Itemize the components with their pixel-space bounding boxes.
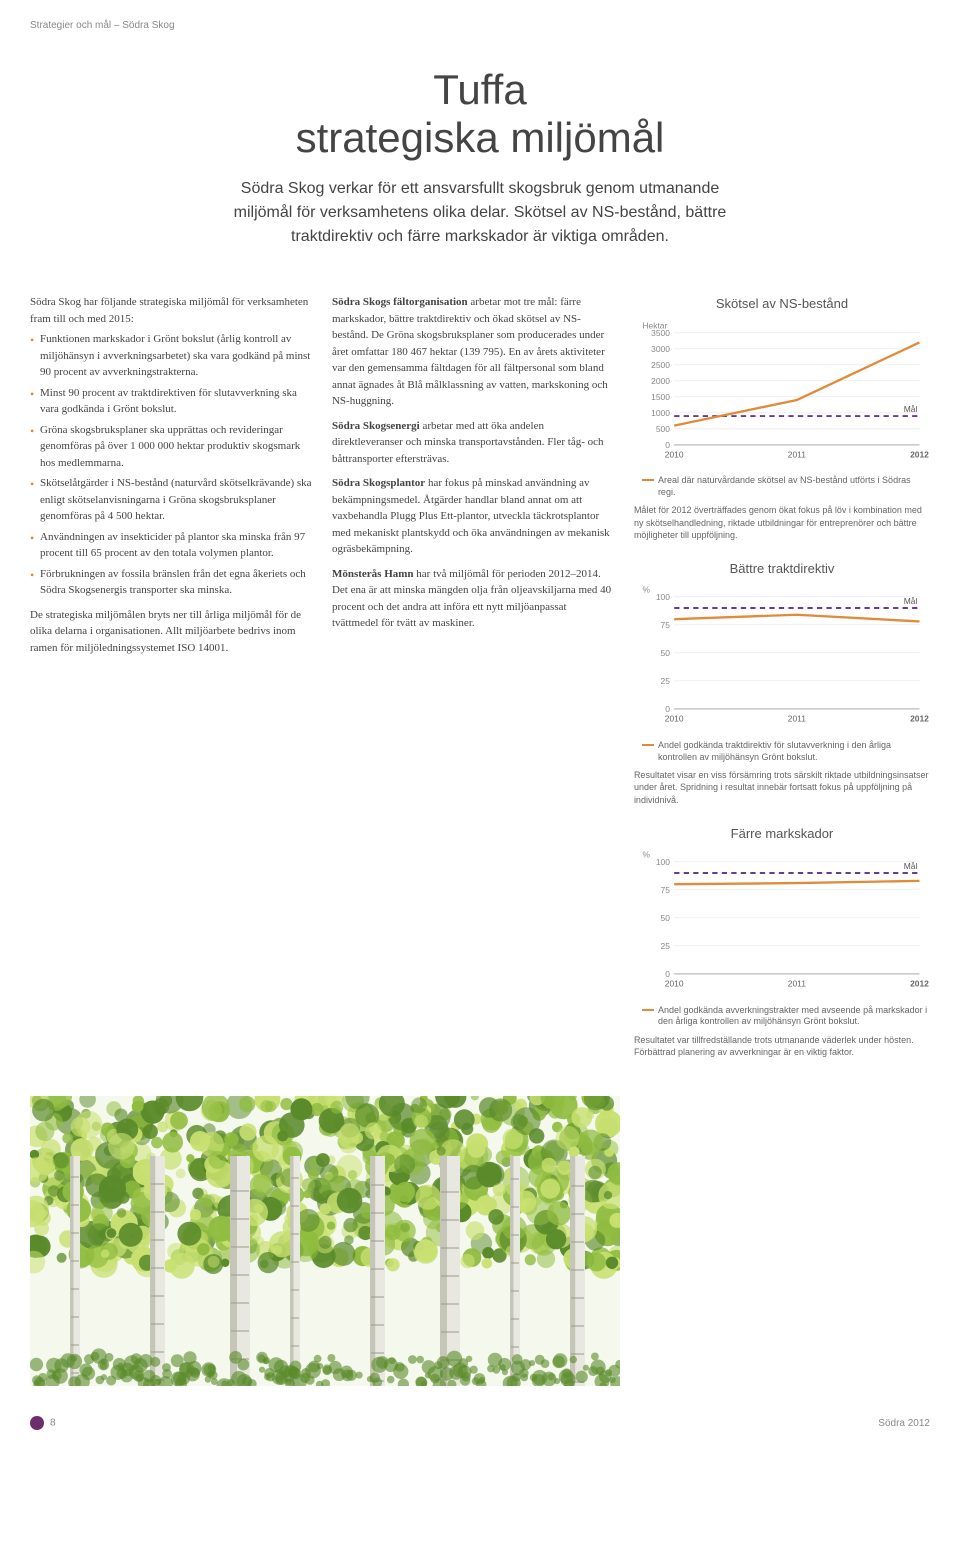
- chart1-legend: Areal där naturvårdande skötsel av NS-be…: [634, 475, 930, 498]
- title-line2: strategiska miljömål: [30, 114, 930, 162]
- svg-text:1500: 1500: [651, 392, 670, 402]
- svg-text:3500: 3500: [651, 327, 670, 337]
- bullet-item: Funktionen markskador i Grönt bokslut (å…: [30, 331, 312, 381]
- chart3-caption: Resultatet var tillfredställande trots u…: [634, 1034, 930, 1058]
- chart3-title: Färre markskador: [634, 824, 930, 844]
- forest-image: [30, 1096, 620, 1386]
- body-columns: Södra Skog har följande strategiska milj…: [30, 294, 930, 1076]
- chart1-title: Skötsel av NS-bestånd: [634, 294, 930, 314]
- svg-text:2010: 2010: [665, 714, 684, 724]
- svg-text:2011: 2011: [788, 714, 806, 724]
- svg-text:Mål: Mål: [904, 596, 918, 606]
- svg-text:1000: 1000: [651, 408, 670, 418]
- svg-text:50: 50: [660, 913, 670, 923]
- bullet-item: Skötselåtgärder i NS-bestånd (naturvård …: [30, 475, 312, 525]
- svg-text:2012: 2012: [910, 714, 929, 724]
- p2-head: Södra Skogsenergi: [332, 420, 420, 432]
- svg-text:Mål: Mål: [904, 861, 918, 871]
- col1-lead: Södra Skog har följande strategiska milj…: [30, 294, 312, 327]
- svg-text:%: %: [642, 850, 650, 860]
- svg-text:100: 100: [656, 592, 670, 602]
- chart2-legend: Andel godkända traktdirektiv för slutavv…: [634, 740, 930, 763]
- svg-text:0: 0: [665, 704, 670, 714]
- svg-text:%: %: [642, 585, 650, 595]
- p1-head: Södra Skogs fältorganisation: [332, 296, 468, 308]
- svg-text:2500: 2500: [651, 359, 670, 369]
- page-number-text: 8: [50, 1418, 56, 1429]
- svg-text:Mål: Mål: [904, 403, 918, 413]
- svg-text:0: 0: [665, 440, 670, 450]
- svg-text:50: 50: [660, 648, 670, 658]
- svg-text:2000: 2000: [651, 376, 670, 386]
- main-title: Tuffa strategiska miljömål: [30, 66, 930, 162]
- svg-text:2010: 2010: [665, 979, 684, 989]
- svg-text:2012: 2012: [910, 979, 929, 989]
- col1-bullets: Funktionen markskador i Grönt bokslut (å…: [30, 331, 312, 599]
- chart1-svg: Hektar0500100015002000250030003500201020…: [634, 318, 930, 466]
- svg-text:100: 100: [656, 857, 670, 867]
- chart3-legend: Andel godkända avverkningstrakter med av…: [634, 1005, 930, 1028]
- column-middle: Södra Skogs fältorganisation arbetar mot…: [332, 294, 614, 1076]
- chart1-box: Skötsel av NS-bestånd Hektar050010001500…: [634, 294, 930, 541]
- page-footer: 8 Södra 2012: [30, 1416, 930, 1430]
- col1-after: De strategiska miljömålen bryts ner till…: [30, 607, 312, 657]
- svg-text:25: 25: [660, 941, 670, 951]
- svg-text:75: 75: [660, 620, 670, 630]
- page-number: 8: [30, 1416, 56, 1430]
- bullet-item: Användningen av insekticider på plantor …: [30, 529, 312, 562]
- column-right: Skötsel av NS-bestånd Hektar050010001500…: [634, 294, 930, 1076]
- chart2-box: Bättre traktdirektiv % 0 25 50 75 100 2010 2011…: [634, 559, 930, 806]
- intro-text: Södra Skog verkar för ett ansvarsfullt s…: [210, 177, 750, 249]
- page-dot-icon: [30, 1416, 44, 1430]
- svg-text:500: 500: [656, 424, 670, 434]
- page-header: Strategier och mål – Södra Skog: [30, 20, 930, 31]
- svg-text:25: 25: [660, 676, 670, 686]
- bullet-item: Förbrukningen av fossila bränslen från d…: [30, 566, 312, 599]
- chart2-svg: % 0 25 50 75 100 2010 2011 2012 Mål: [634, 582, 930, 730]
- col2-p4: Mönsterås Hamn har två miljömål för peri…: [332, 566, 614, 632]
- col2-p2: Södra Skogsenergi arbetar med att öka an…: [332, 418, 614, 468]
- title-line1: Tuffa: [433, 66, 526, 113]
- chart2-title: Bättre traktdirektiv: [634, 559, 930, 579]
- chart3-box: Färre markskador % 0 25 50 75 100 2010 2011 2012…: [634, 824, 930, 1059]
- svg-text:2011: 2011: [788, 449, 806, 459]
- chart2-caption: Resultatet visar en viss försämring trot…: [634, 769, 930, 805]
- svg-text:2011: 2011: [788, 979, 806, 989]
- svg-text:75: 75: [660, 885, 670, 895]
- footer-right: Södra 2012: [878, 1418, 930, 1429]
- chart3-svg: % 0 25 50 75 100 2010 2011 2012 Mål: [634, 847, 930, 995]
- svg-text:2012: 2012: [910, 449, 929, 459]
- p3-head: Södra Skogsplantor: [332, 477, 425, 489]
- p4-head: Mönsterås Hamn: [332, 568, 414, 580]
- column-left: Södra Skog har följande strategiska milj…: [30, 294, 312, 1076]
- bullet-item: Minst 90 procent av traktdirektiven för …: [30, 385, 312, 418]
- svg-text:2010: 2010: [665, 449, 684, 459]
- p1-body: arbetar mot tre mål: färre markskador, b…: [332, 296, 608, 407]
- col2-p1: Södra Skogs fältorganisation arbetar mot…: [332, 294, 614, 410]
- svg-text:0: 0: [665, 969, 670, 979]
- col2-p3: Södra Skogsplantor har fokus på minskad …: [332, 475, 614, 558]
- svg-text:3000: 3000: [651, 343, 670, 353]
- chart1-caption: Målet för 2012 överträffades genom ökat …: [634, 504, 930, 540]
- bullet-item: Gröna skogsbruksplaner ska upprättas och…: [30, 422, 312, 472]
